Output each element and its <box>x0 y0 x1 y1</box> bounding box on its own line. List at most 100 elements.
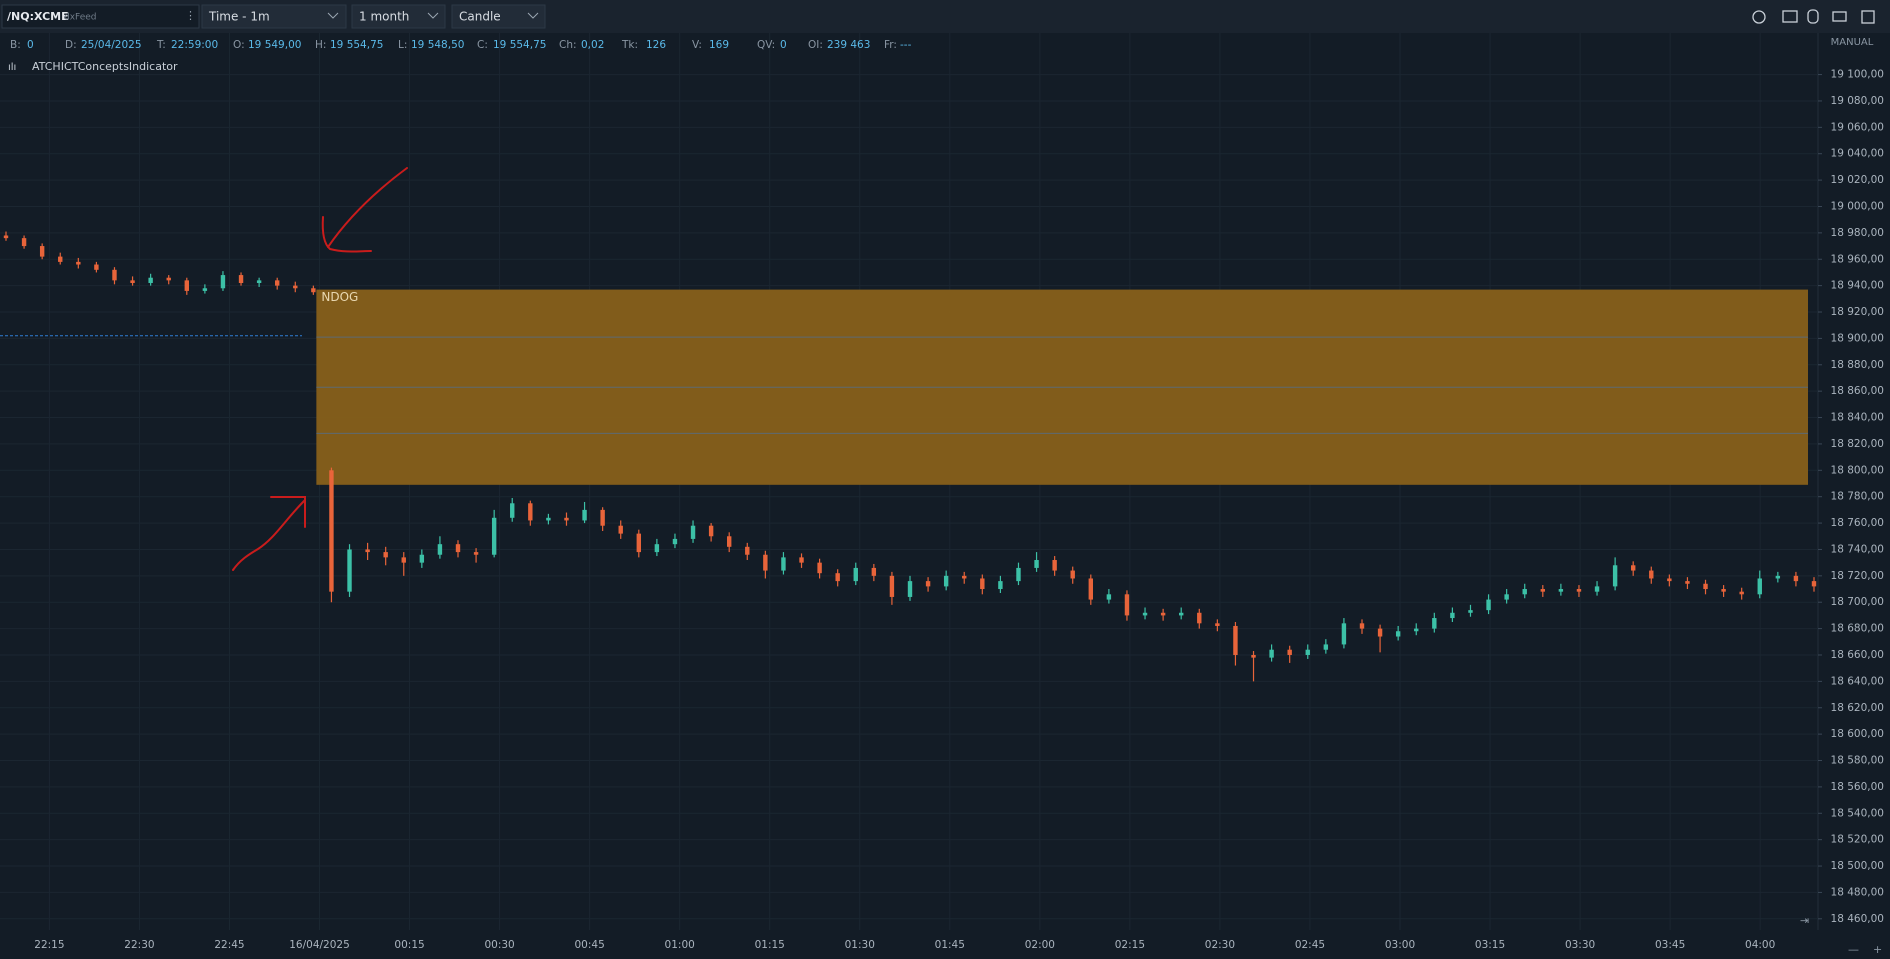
info-label: OI: <box>808 39 823 51</box>
candle-body <box>21 238 27 247</box>
x-tick-label: 00:45 <box>575 939 605 951</box>
info-label: Tk: <box>621 39 638 51</box>
interval-dropdown[interactable] <box>201 4 347 29</box>
candle-body <box>1685 581 1690 584</box>
y-tick-label: 18 720,00 <box>1831 570 1884 582</box>
info-value: 126 <box>646 39 666 51</box>
y-tick-label: 18 900,00 <box>1831 332 1884 344</box>
scale-mode[interactable]: MANUAL <box>1831 37 1874 48</box>
info-value: 22:59:00 <box>171 39 218 51</box>
candle-body <box>528 503 533 521</box>
x-tick-label: 03:15 <box>1475 939 1505 951</box>
x-tick-label: 22:45 <box>214 939 244 951</box>
candle-body <box>907 581 913 597</box>
candle-body <box>1667 578 1672 582</box>
x-tick-label: 01:00 <box>665 939 695 951</box>
info-label: C: <box>477 39 488 51</box>
candle-body <box>1793 575 1799 582</box>
candle-body <box>275 280 280 286</box>
zoom-in[interactable]: + <box>1873 943 1882 956</box>
candle-body <box>347 549 352 592</box>
y-tick-label: 18 680,00 <box>1831 623 1884 635</box>
y-tick-label: 19 000,00 <box>1831 200 1884 212</box>
y-tick-label: 18 780,00 <box>1831 491 1884 503</box>
info-value: 19 554,75 <box>330 39 383 51</box>
candle-body <box>980 578 985 590</box>
icon-button[interactable] <box>1832 11 1847 22</box>
candle-body <box>1576 589 1582 592</box>
candle-body <box>39 246 45 257</box>
candle-body <box>1215 623 1220 626</box>
candle-body <box>202 288 208 291</box>
candle-body <box>1612 565 1618 587</box>
candle-body <box>1757 578 1762 595</box>
candle-body <box>1251 654 1256 658</box>
icon-button[interactable] <box>1807 9 1819 24</box>
info-label: B: <box>10 39 21 51</box>
info-label: T: <box>156 39 166 51</box>
candle-body <box>1088 578 1093 600</box>
candle-body <box>799 557 804 563</box>
candle-body <box>618 525 623 534</box>
x-tick-label: 02:30 <box>1205 939 1235 951</box>
range-dropdown[interactable] <box>351 4 446 29</box>
candle-body <box>1522 589 1527 595</box>
candle-body <box>1377 628 1383 637</box>
candle-body <box>871 567 877 576</box>
symbol: /NQ:XCME <box>7 10 69 23</box>
y-tick-label: 18 640,00 <box>1831 675 1884 687</box>
info-value: 25/04/2025 <box>81 39 142 51</box>
y-tick-label: 18 580,00 <box>1831 755 1884 767</box>
candle-body <box>1594 586 1600 592</box>
candle-body <box>148 277 153 283</box>
y-tick-label: 18 660,00 <box>1831 649 1884 661</box>
candle-body <box>1468 610 1473 613</box>
candle-body <box>817 562 822 574</box>
zoom-out[interactable]: — <box>1848 943 1859 956</box>
style-dropdown[interactable] <box>451 4 546 29</box>
candle-body <box>184 280 189 291</box>
info-value: 239 463 <box>827 39 870 51</box>
y-tick-label: 18 460,00 <box>1831 913 1884 925</box>
candle-body <box>1631 565 1636 571</box>
candle-body <box>256 280 262 283</box>
candle-body <box>1432 618 1437 629</box>
x-tick-label: 01:30 <box>845 939 875 951</box>
menu-dots: ⋮ <box>185 9 196 22</box>
candle-body <box>1721 589 1726 592</box>
candle-body <box>1233 625 1238 655</box>
y-tick-label: 19 100,00 <box>1831 69 1884 81</box>
candle-body <box>437 544 443 555</box>
candle-body <box>455 544 461 553</box>
y-tick-label: 18 800,00 <box>1831 464 1884 476</box>
scroll-icon[interactable]: ⇥ <box>1800 914 1809 927</box>
icon-button[interactable] <box>1782 10 1798 23</box>
candle-body <box>1395 631 1401 637</box>
candle-body <box>329 470 334 592</box>
candle-body <box>998 581 1003 590</box>
arrow <box>327 167 408 248</box>
candle-body <box>3 235 9 239</box>
x-tick-label: 02:15 <box>1115 939 1145 951</box>
y-tick-label: 18 840,00 <box>1831 412 1884 424</box>
candle-body <box>745 546 750 555</box>
y-tick-label: 18 920,00 <box>1831 306 1884 318</box>
candle-body <box>1341 623 1347 645</box>
y-tick-label: 18 520,00 <box>1831 834 1884 846</box>
candle-body <box>654 544 660 553</box>
indicator-name[interactable]: ATCHICTConceptsIndicator <box>32 60 178 73</box>
candle-body <box>943 575 949 587</box>
style: Candle <box>459 10 501 24</box>
price-axis <box>1818 33 1890 959</box>
x-tick-label: 22:30 <box>124 939 154 951</box>
icon-button[interactable] <box>1752 10 1766 24</box>
x-tick-label: 22:15 <box>34 939 64 951</box>
symbol-box[interactable] <box>1 4 200 29</box>
icon-button[interactable] <box>1861 10 1875 24</box>
y-tick-label: 18 860,00 <box>1831 385 1884 397</box>
candle-body <box>365 549 370 553</box>
candle-body <box>1305 649 1310 655</box>
candle-body <box>1269 649 1274 658</box>
